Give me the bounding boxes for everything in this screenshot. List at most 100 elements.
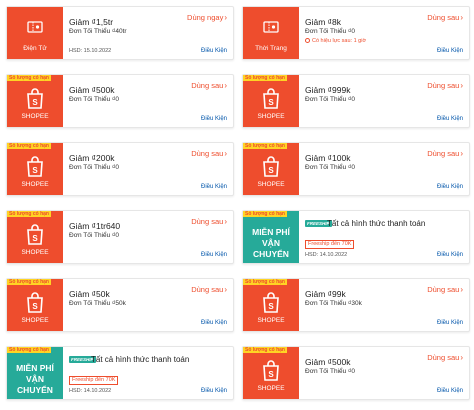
use-later-button[interactable]: Dùng sau› <box>427 353 463 362</box>
min-order-text: Đơn Tối Thiểu ₫30k <box>305 300 362 307</box>
use-later-button[interactable]: Dùng sau› <box>191 217 227 226</box>
voucher-title: Tất cả hình thức thanh toán <box>327 219 426 228</box>
limited-quantity-tag: Số lượng có hạn <box>7 211 51 217</box>
conditions-link[interactable]: Điều Kiện <box>436 48 463 54</box>
voucher-stub: Số lượng có hạn MIỄN PHÍ VẬN CHUYỂN <box>243 211 299 263</box>
limited-quantity-tag: Số lượng có hạn <box>243 75 287 81</box>
svg-text:S: S <box>32 166 38 175</box>
voucher-category-label: MIỄN PHÍ VẬN CHUYỂN <box>16 363 54 395</box>
voucher-title: Giảm ₫999k <box>305 85 351 95</box>
voucher-card[interactable]: Số lượng có hạn S SHOPEE Giảm ₫999k Đơn Tối … <box>242 74 470 128</box>
chevron-right-icon: › <box>224 285 227 294</box>
voucher-category-label: SHOPEE <box>21 113 49 120</box>
voucher-category-label: SHOPEE <box>257 317 285 324</box>
shopee-bag-icon: S <box>25 291 45 313</box>
voucher-card[interactable]: Điện Tử Giảm ₫1,5tr Đơn Tối Thiểu ₫40tr Dùn… <box>6 6 234 60</box>
voucher-body: Giảm ₫999k Đơn Tối Thiểu ₫0 Dùng sau› Điều … <box>305 75 469 127</box>
min-order-text: Đơn Tối Thiểu ₫0 <box>305 368 355 375</box>
voucher-stub: Số lượng có hạn S SHOPEE <box>7 143 63 195</box>
use-later-button[interactable]: Dùng sau› <box>191 285 227 294</box>
shopee-bag-icon: S <box>25 87 45 109</box>
voucher-body: Giảm ₫500k Đơn Tối Thiểu ₫0 Dùng sau› Điều … <box>69 75 233 127</box>
use-button-label: Dùng sau <box>191 285 224 294</box>
use-later-button[interactable]: Dùng sau› <box>191 81 227 90</box>
use-button-label: Dùng sau <box>191 81 224 90</box>
use-later-button[interactable]: Dùng sau› <box>427 285 463 294</box>
chevron-right-icon: › <box>224 13 227 22</box>
voucher-body: Giảm ₫1,5tr Đơn Tối Thiểu ₫40tr Dùng ngay›… <box>69 7 233 59</box>
voucher-title: Giảm ₫500k <box>305 357 351 367</box>
freeship-badge: Freeship đến 70K <box>305 240 355 249</box>
voucher-stub: Thời Trang <box>243 7 299 59</box>
shopee-bag-icon: S <box>261 87 281 109</box>
voucher-title: Giảm ₫8k <box>305 17 342 27</box>
chevron-right-icon: › <box>224 217 227 226</box>
use-later-button[interactable]: Dùng sau› <box>427 149 463 158</box>
limited-quantity-tag: Số lượng có hạn <box>7 75 51 81</box>
use-button-label: Dùng sau <box>427 81 460 90</box>
conditions-link[interactable]: Điều Kiện <box>436 116 463 122</box>
voucher-card[interactable]: Số lượng có hạn S SHOPEE Giảm ₫50k Đơn Tối T… <box>6 278 234 332</box>
conditions-link[interactable]: Điều Kiện <box>200 320 227 326</box>
limited-quantity-tag: Số lượng có hạn <box>7 279 51 285</box>
conditions-link[interactable]: Điều Kiện <box>200 388 227 394</box>
use-button-label: Dùng ngay <box>187 13 224 22</box>
limited-quantity-tag: Số lượng có hạn <box>243 211 287 217</box>
voucher-category-label: Thời Trang <box>255 45 287 52</box>
voucher-title: Giảm ₫100k <box>305 153 351 163</box>
use-later-button[interactable]: Dùng sau› <box>191 149 227 158</box>
voucher-category-label: SHOPEE <box>21 181 49 188</box>
shopee-bag-icon: S <box>261 155 281 177</box>
min-order-text: Đơn Tối Thiểu ₫0 <box>305 96 355 103</box>
shopee-bag-icon: S <box>261 359 281 381</box>
voucher-card[interactable]: Số lượng có hạn S SHOPEE Giảm ₫500k Đơn Tối … <box>6 74 234 128</box>
conditions-link[interactable]: Điều Kiện <box>200 48 227 54</box>
voucher-card[interactable]: Số lượng có hạn S SHOPEE Giảm ₫500k Đơn Tối … <box>242 346 470 400</box>
voucher-card[interactable]: Số lượng có hạn MIỄN PHÍ VẬN CHUYỂN FREESH… <box>6 346 234 400</box>
limited-quantity-tag: Số lượng có hạn <box>7 347 51 353</box>
min-order-text: Đơn Tối Thiểu ₫0 <box>305 164 355 171</box>
voucher-card[interactable]: Thời Trang Giảm ₫8k Đơn Tối Thiểu ₫0 Dùng s… <box>242 6 470 60</box>
voucher-title: Giảm ₫1tr640 <box>69 221 121 231</box>
voucher-card[interactable]: Số lượng có hạn S SHOPEE Giảm ₫99k Đơn Tối T… <box>242 278 470 332</box>
min-order-text: Đơn Tối Thiểu ₫0 <box>69 232 119 239</box>
conditions-link[interactable]: Điều Kiện <box>436 320 463 326</box>
chevron-right-icon: › <box>224 81 227 90</box>
svg-text:S: S <box>268 370 274 379</box>
conditions-link[interactable]: Điều Kiện <box>200 252 227 258</box>
min-order-text: Đơn Tối Thiểu ₫50k <box>69 300 126 307</box>
voucher-stub: Số lượng có hạn S SHOPEE <box>7 75 63 127</box>
use-now-button[interactable]: Dùng ngay› <box>187 13 227 22</box>
voucher-title: Giảm ₫200k <box>69 153 115 163</box>
use-button-label: Dùng sau <box>191 217 224 226</box>
min-order-text: Đơn Tối Thiểu ₫0 <box>69 96 119 103</box>
conditions-link[interactable]: Điều Kiện <box>436 388 463 394</box>
expiry-date: HSD: 14.10.2022 <box>69 388 112 394</box>
voucher-stub: Điện Tử <box>7 7 63 59</box>
min-order-text: Đơn Tối Thiểu ₫0 <box>69 164 119 171</box>
voucher-card[interactable]: Số lượng có hạn S SHOPEE Giảm ₫100k Đơn Tối … <box>242 142 470 196</box>
voucher-body: Giảm ₫8k Đơn Tối Thiểu ₫0 Dùng sau› Có hiệu… <box>305 7 469 59</box>
voucher-category-label: SHOPEE <box>257 181 285 188</box>
voucher-card[interactable]: Số lượng có hạn S SHOPEE Giảm ₫1tr640 Đơn Tố… <box>6 210 234 264</box>
voucher-body: Giảm ₫1tr640 Đơn Tối Thiểu ₫0 Dùng sau› Điề… <box>69 211 233 263</box>
conditions-link[interactable]: Điều Kiện <box>200 184 227 190</box>
chevron-right-icon: › <box>224 149 227 158</box>
clock-icon <box>305 38 310 43</box>
limited-quantity-tag: Số lượng có hạn <box>243 279 287 285</box>
voucher-card[interactable]: Số lượng có hạn MIỄN PHÍ VẬN CHUYỂN FREESH… <box>242 210 470 264</box>
conditions-link[interactable]: Điều Kiện <box>200 116 227 122</box>
svg-text:S: S <box>268 302 274 311</box>
use-later-button[interactable]: Dùng sau› <box>427 13 463 22</box>
effective-after-text: Có hiệu lực sau: 1 giờ <box>312 38 367 44</box>
voucher-stub: Số lượng có hạn S SHOPEE <box>243 347 299 399</box>
conditions-link[interactable]: Điều Kiện <box>436 252 463 258</box>
svg-text:S: S <box>32 98 38 107</box>
use-later-button[interactable]: Dùng sau› <box>427 81 463 90</box>
voucher-card[interactable]: Số lượng có hạn S SHOPEE Giảm ₫200k Đơn Tối … <box>6 142 234 196</box>
conditions-link[interactable]: Điều Kiện <box>436 184 463 190</box>
expiry-date: HSD: 15.10.2022 <box>69 48 112 54</box>
voucher-body: Giảm ₫100k Đơn Tối Thiểu ₫0 Dùng sau› Điều … <box>305 143 469 195</box>
voucher-category-label: SHOPEE <box>257 113 285 120</box>
